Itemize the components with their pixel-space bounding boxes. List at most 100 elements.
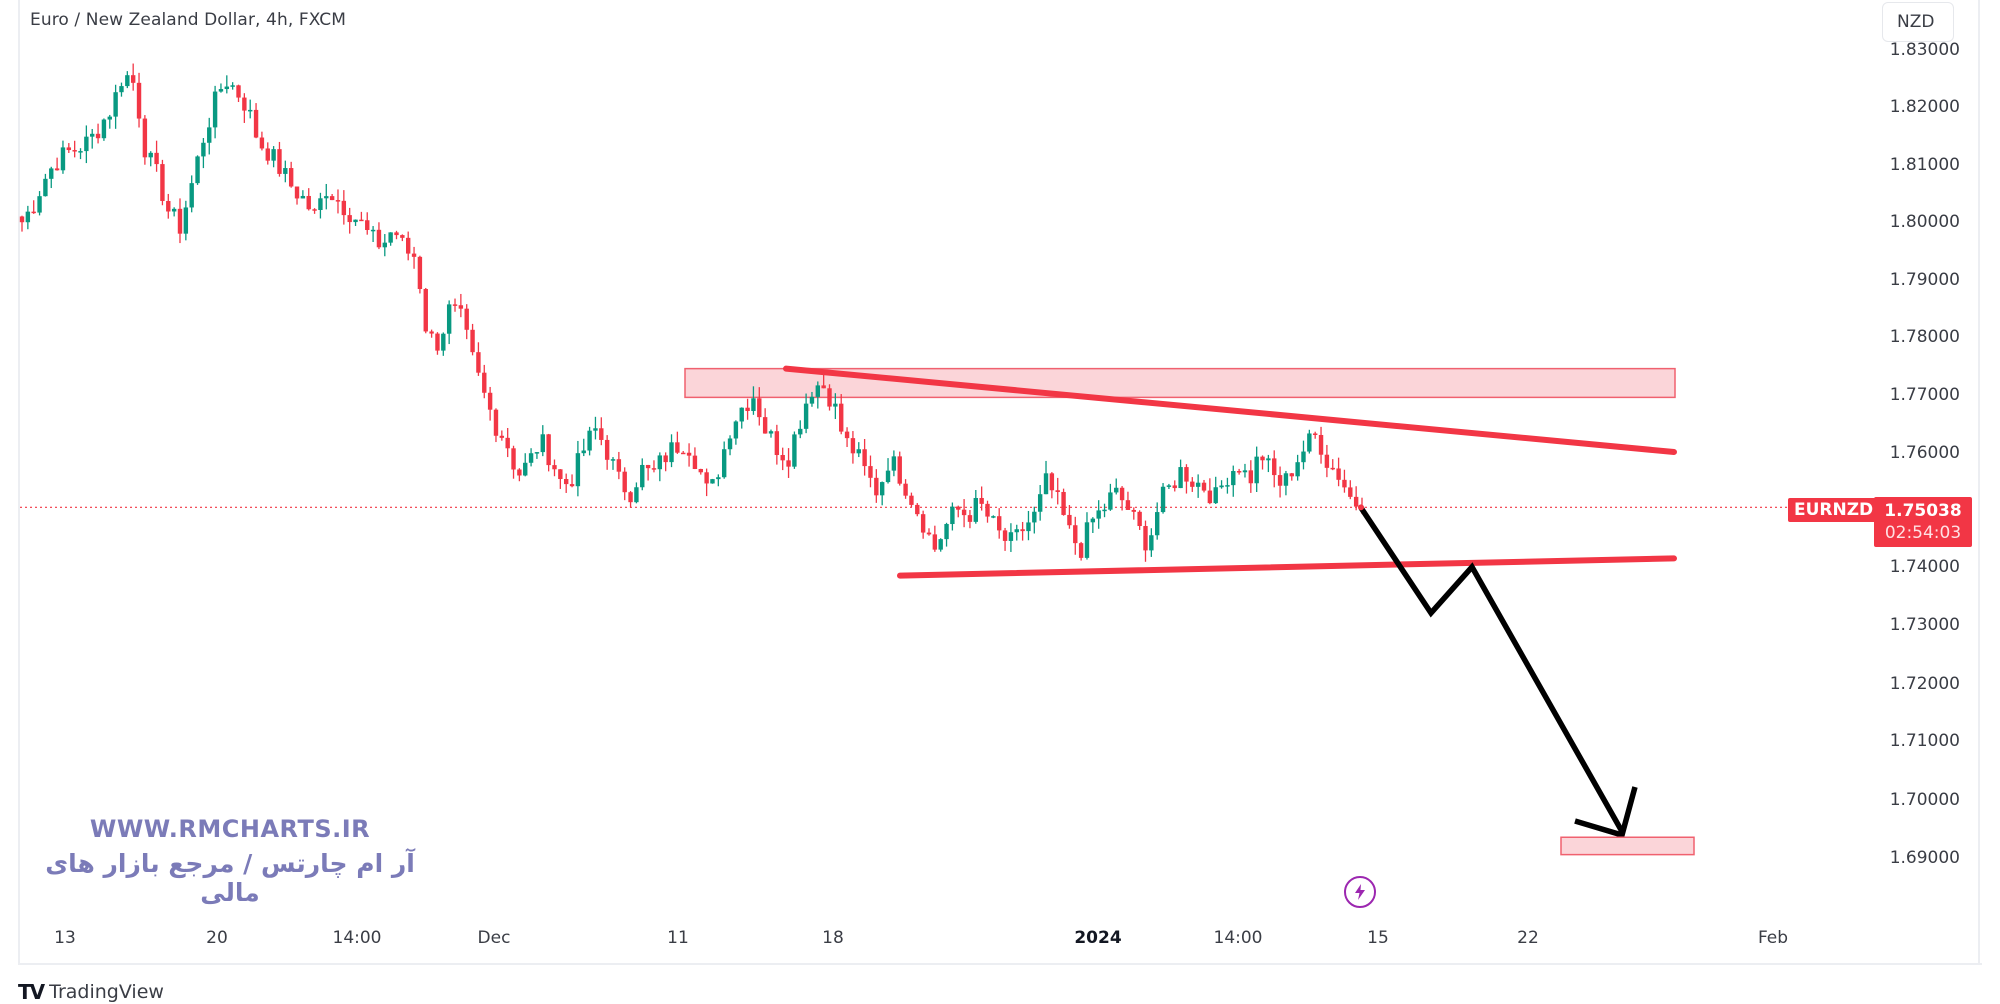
candle-body [400, 235, 405, 238]
candle-body [195, 156, 200, 184]
candle-body [973, 497, 978, 522]
candle-body [142, 118, 148, 158]
candle-body [265, 148, 270, 161]
candle-body [786, 460, 791, 467]
tradingview-logo[interactable]: TV TradingView [18, 980, 164, 1004]
candle-body [616, 459, 622, 472]
candle-body [329, 196, 335, 201]
candle-body [1207, 490, 1213, 504]
candle-body [1312, 433, 1318, 435]
price-axis[interactable]: 1.83000 1.82000 1.81000 1.80000 1.79000 1.780… [1880, 0, 1980, 930]
candle-body [1114, 487, 1119, 493]
candle-body [1283, 473, 1289, 486]
arrow-head-icon [1574, 786, 1638, 839]
candle-body [1195, 482, 1201, 487]
candle-body [242, 97, 247, 111]
candle-body [827, 388, 832, 407]
candle-body [1160, 486, 1166, 513]
candle-body [1014, 529, 1019, 533]
candle-body [1336, 468, 1341, 480]
bar-countdown: 02:54:03 [1884, 523, 1962, 543]
candle-body [1166, 485, 1172, 487]
candle-body [411, 253, 417, 257]
lightning-glyph-icon [1355, 884, 1365, 900]
candle-body [803, 403, 809, 429]
candle-body [189, 183, 194, 208]
candle-body [271, 149, 276, 161]
candle-body [370, 229, 376, 232]
candle-body [1061, 491, 1066, 515]
support-trendline [897, 555, 1677, 579]
time-tick-label: 13 [54, 928, 76, 948]
candle-body [540, 434, 545, 453]
candle-body [288, 168, 294, 187]
candle-body [382, 242, 387, 248]
candle-body [230, 85, 235, 87]
candle-body [1172, 485, 1177, 489]
tradingview-brand-text: TradingView [49, 981, 164, 1003]
candle-body [101, 119, 107, 139]
candle-body [640, 464, 645, 488]
candle-body [277, 149, 282, 174]
candle-body [1184, 467, 1189, 482]
candle-body [1242, 470, 1248, 473]
candle-body [651, 468, 657, 470]
candle-body [716, 477, 721, 480]
candle-body [353, 219, 358, 223]
candle-body [406, 237, 411, 254]
candle-body [446, 304, 452, 334]
last-price-badge: 1.75038 02:54:03 [1874, 497, 1972, 547]
candle-body [136, 82, 142, 119]
candle-body [511, 448, 516, 470]
candle-body [218, 89, 224, 92]
price-tick-label: 1.74000 [1889, 557, 1960, 577]
price-tick-label: 1.76000 [1889, 443, 1960, 463]
candle-body [1067, 514, 1072, 526]
candle-body [950, 506, 955, 525]
price-tick-label: 1.78000 [1889, 327, 1960, 347]
candle-body [681, 452, 686, 455]
candle-body [177, 208, 183, 234]
price-tick-label: 1.80000 [1889, 212, 1960, 232]
candle-body [1026, 522, 1031, 532]
chart-title: Euro / New Zealand Dollar, 4h, FXCM [30, 10, 346, 30]
candle-body [1213, 487, 1218, 504]
target-zone [1560, 836, 1695, 856]
candle-body [686, 452, 692, 456]
candle-body [833, 403, 838, 407]
candle-body [792, 434, 797, 467]
candle-body [482, 372, 487, 393]
candle-body [1301, 451, 1306, 463]
candle-body [628, 492, 633, 503]
candle-body [1307, 433, 1312, 452]
candle-body [160, 164, 165, 201]
candle-body [113, 92, 118, 117]
time-tick-label: 14:00 [332, 928, 382, 948]
time-tick-label: 14:00 [1213, 928, 1263, 948]
candle-body [552, 465, 557, 470]
candle-body [60, 147, 66, 171]
candle-body [915, 504, 920, 515]
candle-body [634, 487, 639, 503]
chart-frame [18, 0, 1982, 965]
candle-body [66, 147, 72, 151]
price-tick-label: 1.83000 [1889, 40, 1960, 60]
candle-body [37, 196, 42, 213]
candle-body [920, 514, 926, 533]
candle-body [505, 437, 510, 449]
candle-body [31, 211, 36, 214]
candle-body [862, 449, 867, 467]
lightning-icon[interactable] [1344, 876, 1376, 908]
candle-body [932, 534, 938, 550]
currency-button[interactable]: NZD [1882, 2, 1954, 42]
candle-body [417, 256, 423, 289]
candle-body [622, 471, 627, 493]
candle-body [774, 431, 780, 456]
candle-body [441, 333, 446, 351]
price-tick-label: 1.73000 [1889, 615, 1960, 635]
candle-body [698, 468, 703, 473]
candle-body [253, 109, 259, 138]
last-bar-marker [1358, 504, 1364, 511]
candle-body [306, 195, 311, 210]
